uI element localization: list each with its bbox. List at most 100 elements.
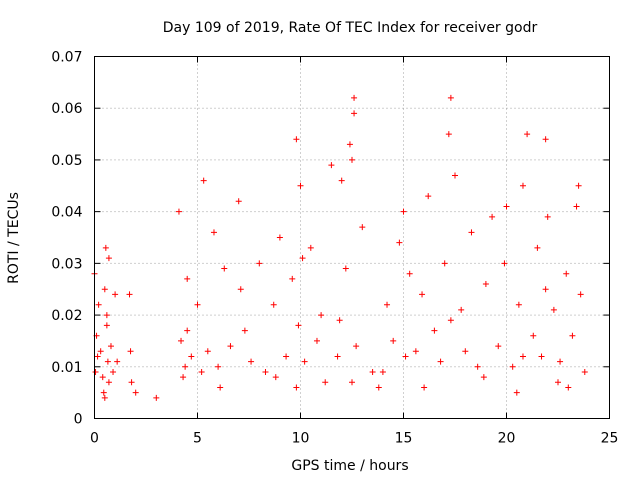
data-point bbox=[301, 358, 308, 365]
data-point bbox=[503, 203, 510, 210]
y-tick-label: 0.03 bbox=[51, 256, 82, 272]
data-point bbox=[351, 110, 358, 117]
data-point bbox=[462, 348, 469, 355]
data-point bbox=[474, 363, 481, 370]
data-point bbox=[425, 193, 432, 200]
data-point bbox=[103, 322, 110, 329]
data-point bbox=[102, 244, 109, 251]
data-point bbox=[447, 94, 454, 101]
x-tick-label: 20 bbox=[498, 431, 516, 447]
y-tick-label: 0.05 bbox=[51, 153, 82, 169]
data-point bbox=[431, 327, 438, 334]
data-point bbox=[100, 389, 107, 396]
data-point bbox=[210, 229, 217, 236]
data-point bbox=[513, 389, 520, 396]
data-point bbox=[99, 374, 106, 381]
data-point bbox=[458, 306, 465, 313]
data-point bbox=[299, 255, 306, 262]
data-point bbox=[390, 337, 397, 344]
data-point bbox=[248, 358, 255, 365]
x-tick-label: 0 bbox=[90, 431, 99, 447]
data-point bbox=[519, 182, 526, 189]
y-tick-label: 0.04 bbox=[51, 205, 82, 221]
data-point bbox=[581, 368, 588, 375]
data-point bbox=[221, 265, 228, 272]
data-point bbox=[126, 291, 133, 298]
data-point bbox=[276, 234, 283, 241]
data-point bbox=[349, 379, 355, 386]
data-point bbox=[256, 260, 263, 267]
data-point bbox=[204, 348, 211, 355]
data-point bbox=[342, 265, 349, 272]
data-point bbox=[94, 353, 101, 360]
data-point bbox=[563, 270, 570, 277]
data-point bbox=[103, 312, 110, 319]
data-point bbox=[346, 141, 353, 148]
data-point bbox=[530, 332, 537, 339]
data-point bbox=[419, 291, 426, 298]
data-point bbox=[128, 379, 135, 386]
data-point bbox=[198, 368, 205, 375]
data-point bbox=[153, 394, 160, 401]
x-tick-label: 5 bbox=[193, 431, 202, 447]
data-point bbox=[524, 131, 531, 138]
data-point bbox=[182, 363, 189, 370]
data-point bbox=[400, 208, 407, 215]
data-point bbox=[272, 374, 279, 381]
data-point bbox=[577, 291, 584, 298]
data-point bbox=[412, 348, 419, 355]
grid-lines bbox=[94, 56, 610, 419]
y-tick-label: 0.06 bbox=[51, 101, 82, 117]
data-point bbox=[322, 379, 329, 386]
data-point bbox=[175, 208, 182, 215]
data-point bbox=[569, 332, 576, 339]
data-point bbox=[565, 384, 572, 391]
data-point bbox=[295, 322, 302, 329]
data-point bbox=[542, 136, 549, 143]
data-point bbox=[441, 260, 448, 267]
y-tick-label: 0.02 bbox=[51, 308, 82, 324]
data-point bbox=[178, 337, 185, 344]
y-tick-label: 0 bbox=[74, 412, 83, 428]
data-point bbox=[194, 301, 201, 308]
data-point bbox=[184, 275, 191, 282]
data-point bbox=[359, 224, 366, 231]
y-tick-label: 0.01 bbox=[51, 360, 82, 376]
data-point bbox=[127, 348, 134, 355]
data-point bbox=[97, 348, 104, 355]
data-point bbox=[336, 317, 343, 324]
data-point bbox=[200, 177, 207, 184]
data-point bbox=[104, 358, 111, 365]
data-point bbox=[550, 306, 557, 313]
x-tick-label: 25 bbox=[601, 431, 619, 447]
data-point bbox=[555, 379, 561, 386]
data-point bbox=[421, 384, 428, 391]
data-point bbox=[110, 368, 117, 375]
data-point bbox=[396, 239, 403, 246]
y-tick-label: 0.07 bbox=[51, 50, 82, 66]
data-point bbox=[375, 384, 382, 391]
data-point bbox=[270, 301, 277, 308]
data-point bbox=[237, 286, 244, 293]
data-point bbox=[95, 301, 102, 308]
data-points bbox=[91, 94, 588, 401]
data-point bbox=[105, 255, 112, 262]
data-point bbox=[384, 301, 391, 308]
data-point bbox=[353, 343, 360, 350]
data-point bbox=[538, 353, 545, 360]
data-point bbox=[227, 343, 234, 350]
data-point bbox=[351, 94, 358, 101]
data-point bbox=[480, 374, 487, 381]
data-point bbox=[283, 353, 290, 360]
data-point bbox=[132, 389, 139, 396]
data-point bbox=[534, 244, 541, 251]
data-point bbox=[334, 353, 341, 360]
data-point bbox=[318, 312, 325, 319]
data-point bbox=[188, 353, 195, 360]
axis-ticks: 0 5 10 15 20 25 0 0.01 0.02 0.03 0.04 0.05 0.06 0.07 bbox=[51, 50, 618, 447]
data-point bbox=[241, 327, 248, 334]
data-point bbox=[447, 317, 454, 324]
x-axis-label: GPS time / hours bbox=[291, 458, 408, 474]
plot-frame bbox=[94, 56, 610, 419]
